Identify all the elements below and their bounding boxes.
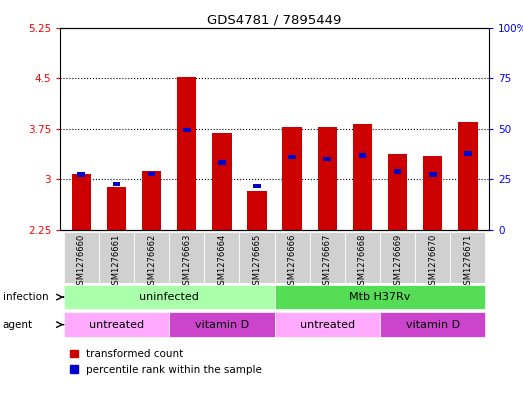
Bar bbox=[423, 156, 442, 230]
Bar bbox=[183, 128, 190, 132]
Title: GDS4781 / 7895449: GDS4781 / 7895449 bbox=[208, 13, 342, 26]
Bar bbox=[359, 153, 366, 158]
Bar bbox=[464, 151, 472, 156]
Bar bbox=[77, 172, 85, 177]
Bar bbox=[380, 232, 415, 283]
Bar bbox=[253, 184, 261, 188]
Bar bbox=[317, 127, 337, 230]
Bar bbox=[72, 174, 91, 230]
Text: GSM1276671: GSM1276671 bbox=[463, 233, 472, 290]
Bar bbox=[282, 127, 302, 230]
Bar bbox=[388, 154, 407, 230]
Text: GSM1276660: GSM1276660 bbox=[77, 233, 86, 290]
Bar bbox=[134, 232, 169, 283]
Bar bbox=[107, 187, 126, 230]
Bar bbox=[240, 232, 275, 283]
Bar bbox=[275, 285, 485, 309]
Bar bbox=[323, 157, 331, 162]
Bar bbox=[64, 232, 99, 283]
Bar bbox=[310, 232, 345, 283]
Bar bbox=[275, 312, 380, 337]
Bar bbox=[212, 134, 232, 230]
Text: vitamin D: vitamin D bbox=[195, 320, 249, 330]
Bar bbox=[177, 77, 196, 230]
Bar bbox=[345, 232, 380, 283]
Text: GSM1276664: GSM1276664 bbox=[218, 233, 226, 290]
Legend: transformed count, percentile rank within the sample: transformed count, percentile rank withi… bbox=[65, 345, 266, 379]
Text: Mtb H37Rv: Mtb H37Rv bbox=[349, 292, 411, 302]
Bar bbox=[64, 285, 275, 309]
Bar bbox=[380, 312, 485, 337]
Text: GSM1276667: GSM1276667 bbox=[323, 233, 332, 290]
Bar bbox=[288, 155, 296, 160]
Bar bbox=[169, 312, 275, 337]
Text: GSM1276666: GSM1276666 bbox=[288, 233, 297, 290]
Bar bbox=[429, 172, 437, 177]
Text: uninfected: uninfected bbox=[139, 292, 199, 302]
Bar bbox=[247, 191, 267, 230]
Bar bbox=[394, 169, 402, 174]
Text: untreated: untreated bbox=[300, 320, 355, 330]
Text: GSM1276661: GSM1276661 bbox=[112, 233, 121, 290]
Bar bbox=[353, 124, 372, 230]
Text: vitamin D: vitamin D bbox=[406, 320, 460, 330]
Bar bbox=[458, 122, 477, 230]
Bar bbox=[204, 232, 240, 283]
Text: GSM1276665: GSM1276665 bbox=[253, 233, 262, 290]
Text: untreated: untreated bbox=[89, 320, 144, 330]
Text: infection: infection bbox=[3, 292, 48, 302]
Text: GSM1276670: GSM1276670 bbox=[428, 233, 437, 290]
Bar bbox=[415, 232, 450, 283]
Text: GSM1276663: GSM1276663 bbox=[182, 233, 191, 290]
Bar bbox=[99, 232, 134, 283]
Bar bbox=[142, 171, 161, 230]
Bar bbox=[450, 232, 485, 283]
Text: GSM1276669: GSM1276669 bbox=[393, 233, 402, 290]
Text: GSM1276662: GSM1276662 bbox=[147, 233, 156, 290]
Text: GSM1276668: GSM1276668 bbox=[358, 233, 367, 290]
Bar bbox=[169, 232, 204, 283]
Text: agent: agent bbox=[3, 320, 33, 330]
Bar bbox=[147, 172, 155, 176]
Bar bbox=[218, 160, 226, 165]
Bar bbox=[275, 232, 310, 283]
Bar bbox=[112, 182, 120, 186]
Bar bbox=[64, 312, 169, 337]
